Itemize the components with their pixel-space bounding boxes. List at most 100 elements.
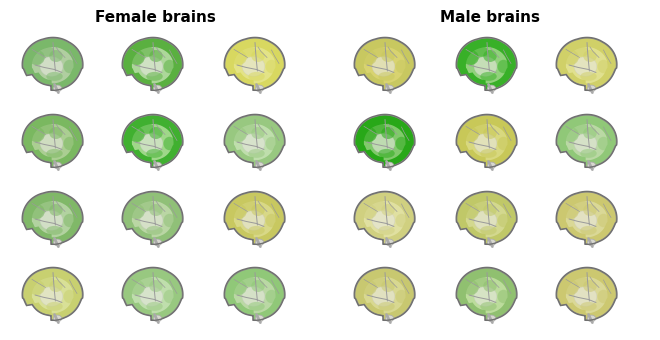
Ellipse shape: [46, 226, 63, 235]
Ellipse shape: [53, 239, 61, 246]
Ellipse shape: [583, 204, 597, 216]
Ellipse shape: [587, 85, 596, 92]
Polygon shape: [364, 277, 405, 313]
Ellipse shape: [63, 290, 75, 303]
Text: Female brains: Female brains: [94, 10, 215, 25]
Ellipse shape: [480, 302, 497, 311]
Ellipse shape: [248, 149, 265, 158]
Ellipse shape: [50, 204, 63, 216]
Ellipse shape: [385, 239, 394, 246]
Ellipse shape: [128, 204, 145, 219]
Ellipse shape: [149, 127, 163, 139]
Polygon shape: [457, 115, 516, 167]
Ellipse shape: [574, 57, 597, 76]
Ellipse shape: [149, 204, 163, 216]
Polygon shape: [557, 192, 616, 244]
Ellipse shape: [483, 204, 497, 216]
Polygon shape: [123, 192, 182, 244]
Ellipse shape: [242, 200, 257, 211]
Ellipse shape: [580, 226, 597, 235]
Ellipse shape: [40, 276, 55, 287]
Ellipse shape: [40, 200, 55, 211]
Ellipse shape: [28, 127, 45, 142]
Ellipse shape: [255, 239, 264, 246]
Ellipse shape: [574, 211, 597, 230]
Ellipse shape: [580, 302, 597, 311]
Ellipse shape: [462, 127, 478, 142]
Ellipse shape: [580, 72, 597, 81]
Ellipse shape: [574, 200, 589, 211]
Ellipse shape: [255, 85, 264, 92]
Ellipse shape: [487, 315, 496, 322]
Ellipse shape: [128, 280, 145, 295]
Ellipse shape: [487, 85, 496, 92]
Ellipse shape: [562, 50, 579, 65]
Polygon shape: [32, 124, 73, 160]
Polygon shape: [234, 47, 275, 83]
Ellipse shape: [381, 280, 395, 292]
Ellipse shape: [248, 302, 265, 311]
Polygon shape: [225, 38, 284, 90]
Ellipse shape: [230, 127, 247, 142]
Ellipse shape: [385, 315, 394, 322]
Ellipse shape: [242, 57, 265, 76]
Ellipse shape: [473, 123, 488, 134]
Ellipse shape: [140, 211, 163, 230]
Ellipse shape: [153, 315, 162, 322]
Ellipse shape: [498, 290, 510, 303]
Polygon shape: [234, 201, 275, 237]
Ellipse shape: [251, 280, 265, 292]
Ellipse shape: [381, 50, 395, 62]
Ellipse shape: [40, 46, 55, 57]
Ellipse shape: [265, 290, 277, 303]
Ellipse shape: [251, 50, 265, 62]
Polygon shape: [123, 115, 182, 167]
Ellipse shape: [475, 134, 497, 153]
Ellipse shape: [587, 239, 596, 246]
Ellipse shape: [128, 127, 145, 142]
Ellipse shape: [483, 127, 497, 139]
Ellipse shape: [372, 211, 395, 230]
Polygon shape: [23, 268, 82, 320]
Ellipse shape: [475, 211, 497, 230]
Ellipse shape: [574, 134, 597, 153]
Ellipse shape: [50, 280, 63, 292]
Ellipse shape: [140, 287, 163, 306]
Polygon shape: [23, 192, 82, 244]
Ellipse shape: [587, 162, 596, 169]
Ellipse shape: [360, 204, 377, 219]
Ellipse shape: [149, 280, 163, 292]
Ellipse shape: [498, 60, 510, 73]
Polygon shape: [23, 115, 82, 167]
Ellipse shape: [395, 290, 407, 303]
Polygon shape: [225, 115, 284, 167]
Ellipse shape: [140, 57, 163, 76]
Polygon shape: [23, 38, 82, 90]
Ellipse shape: [473, 276, 488, 287]
Ellipse shape: [147, 72, 163, 81]
Ellipse shape: [63, 60, 75, 73]
Ellipse shape: [230, 204, 247, 219]
Ellipse shape: [395, 214, 407, 227]
Ellipse shape: [378, 72, 395, 81]
Ellipse shape: [251, 204, 265, 216]
Ellipse shape: [248, 226, 265, 235]
Ellipse shape: [128, 50, 145, 65]
Ellipse shape: [475, 57, 497, 76]
Ellipse shape: [574, 287, 597, 306]
Ellipse shape: [372, 287, 395, 306]
Ellipse shape: [583, 127, 597, 139]
Ellipse shape: [164, 60, 176, 73]
Ellipse shape: [480, 149, 497, 158]
Polygon shape: [566, 201, 608, 237]
Ellipse shape: [40, 134, 63, 153]
Polygon shape: [466, 201, 508, 237]
Ellipse shape: [378, 149, 395, 158]
Ellipse shape: [475, 287, 497, 306]
Ellipse shape: [372, 200, 387, 211]
Polygon shape: [123, 38, 182, 90]
Ellipse shape: [372, 123, 387, 134]
Ellipse shape: [153, 239, 162, 246]
Ellipse shape: [562, 204, 579, 219]
Ellipse shape: [395, 60, 407, 73]
